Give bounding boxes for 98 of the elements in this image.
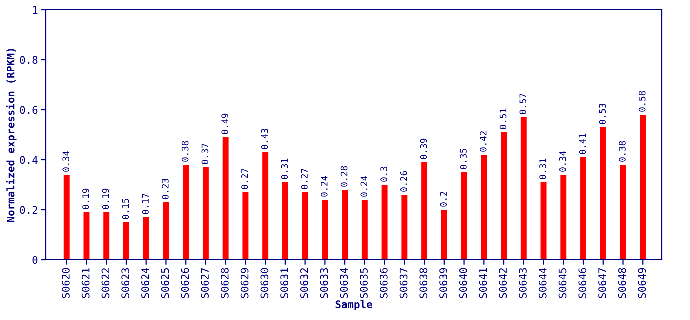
data-label: 0.31 bbox=[281, 158, 288, 180]
bar bbox=[422, 162, 428, 260]
bar bbox=[262, 152, 269, 260]
data-label: 0.34 bbox=[62, 151, 70, 172]
bar bbox=[202, 168, 209, 260]
data-label: 0.31 bbox=[540, 158, 546, 180]
bar bbox=[222, 138, 229, 260]
bar bbox=[501, 132, 508, 260]
bar bbox=[322, 200, 328, 260]
x-tick-label: S0637 bbox=[400, 268, 408, 298]
x-tick-label: S0634 bbox=[340, 268, 348, 298]
x-tick-label: S0648 bbox=[618, 268, 626, 298]
bar bbox=[84, 212, 90, 260]
x-tick-label: S0624 bbox=[142, 268, 150, 298]
data-label: 0.49 bbox=[222, 114, 228, 134]
bar bbox=[302, 192, 308, 260]
bar bbox=[282, 182, 288, 260]
y-tick-label: 0.8 bbox=[20, 56, 38, 64]
data-label: 0.51 bbox=[500, 108, 507, 130]
x-tick-label: S0636 bbox=[380, 268, 388, 298]
data-label: 0.24 bbox=[321, 176, 328, 197]
bar bbox=[520, 118, 527, 260]
bar bbox=[123, 222, 130, 260]
y-tick-label: 1 bbox=[33, 6, 38, 14]
y-tick-label: 0.4 bbox=[20, 156, 38, 164]
x-tick-label: S0631 bbox=[280, 268, 288, 298]
data-label: 0.58 bbox=[638, 91, 646, 112]
data-label: 0.2 bbox=[440, 192, 448, 207]
data-label: 0.28 bbox=[340, 166, 348, 187]
data-label: 0.3 bbox=[380, 166, 388, 182]
bar bbox=[620, 165, 626, 260]
data-label: 0.43 bbox=[261, 128, 268, 150]
x-tick-label: S0622 bbox=[102, 268, 110, 298]
x-tick-label: S0644 bbox=[538, 268, 547, 298]
data-label: 0.34 bbox=[559, 151, 566, 172]
y-tick-label: 0 bbox=[32, 256, 38, 264]
x-tick-label: S0629 bbox=[240, 268, 249, 298]
data-label: 0.57 bbox=[520, 94, 527, 114]
data-label: 0.39 bbox=[420, 138, 428, 160]
data-label: 0.42 bbox=[480, 132, 487, 152]
x-tick-label: S0628 bbox=[221, 268, 229, 298]
bar bbox=[64, 175, 70, 260]
x-tick-label: S0639 bbox=[440, 268, 448, 298]
x-tick-label: S0632 bbox=[300, 268, 308, 298]
data-label: 0.17 bbox=[142, 194, 149, 214]
x-tick-label: S0630 bbox=[260, 268, 269, 298]
x-tick-label: S0643 bbox=[519, 268, 527, 298]
bar bbox=[580, 158, 586, 260]
x-tick-label: S0641 bbox=[479, 268, 488, 298]
data-label: 0.24 bbox=[360, 176, 368, 197]
bar bbox=[600, 128, 606, 260]
data-label: 0.37 bbox=[202, 144, 209, 164]
data-label: 0.41 bbox=[579, 134, 586, 154]
bar bbox=[461, 172, 468, 260]
x-tick-label: S0642 bbox=[499, 268, 508, 298]
x-tick-label: S0649 bbox=[638, 268, 646, 298]
data-label: 0.38 bbox=[619, 141, 626, 162]
data-label: 0.23 bbox=[162, 178, 169, 200]
y-axis-title: Normalized expression (RPKM) bbox=[6, 49, 17, 222]
bar bbox=[104, 212, 110, 260]
x-tick-label: S0620 bbox=[62, 268, 70, 298]
data-label: 0.35 bbox=[460, 148, 467, 170]
x-tick-label: S0621 bbox=[82, 268, 90, 298]
y-tick-label: 0.6 bbox=[20, 106, 38, 114]
bar bbox=[362, 200, 368, 260]
x-tick-label: S0626 bbox=[181, 268, 190, 298]
x-tick-label: S0647 bbox=[598, 268, 606, 298]
bar bbox=[540, 182, 547, 260]
data-label: 0.27 bbox=[242, 168, 248, 190]
x-tick-label: S0638 bbox=[420, 268, 428, 298]
x-tick-label: S0625 bbox=[161, 268, 170, 298]
bar bbox=[481, 155, 488, 260]
x-tick-label: S0645 bbox=[558, 268, 567, 298]
bar bbox=[382, 185, 388, 260]
data-label: 0.19 bbox=[102, 188, 110, 210]
bar bbox=[441, 210, 448, 260]
y-tick-label: 0.2 bbox=[20, 206, 38, 214]
data-label: 0.26 bbox=[400, 171, 408, 192]
bar bbox=[402, 195, 408, 260]
bar bbox=[560, 175, 567, 260]
bar bbox=[183, 165, 190, 260]
data-label: 0.53 bbox=[599, 104, 606, 124]
bar bbox=[163, 202, 170, 260]
bar bbox=[640, 115, 646, 260]
x-tick-label: S0640 bbox=[459, 268, 468, 298]
bar bbox=[143, 218, 150, 260]
data-label: 0.15 bbox=[122, 198, 130, 220]
data-label: 0.19 bbox=[82, 188, 90, 210]
bar bbox=[242, 192, 249, 260]
bar bbox=[342, 190, 348, 260]
x-tick-label: S0633 bbox=[320, 268, 328, 298]
data-label: 0.27 bbox=[301, 168, 308, 190]
data-label: 0.38 bbox=[182, 141, 189, 162]
x-axis-title: Sample bbox=[336, 300, 372, 310]
x-tick-label: S0635 bbox=[360, 268, 368, 298]
x-tick-label: S0646 bbox=[578, 268, 587, 298]
x-tick-label: S0627 bbox=[201, 268, 210, 298]
x-tick-label: S0623 bbox=[122, 268, 130, 298]
